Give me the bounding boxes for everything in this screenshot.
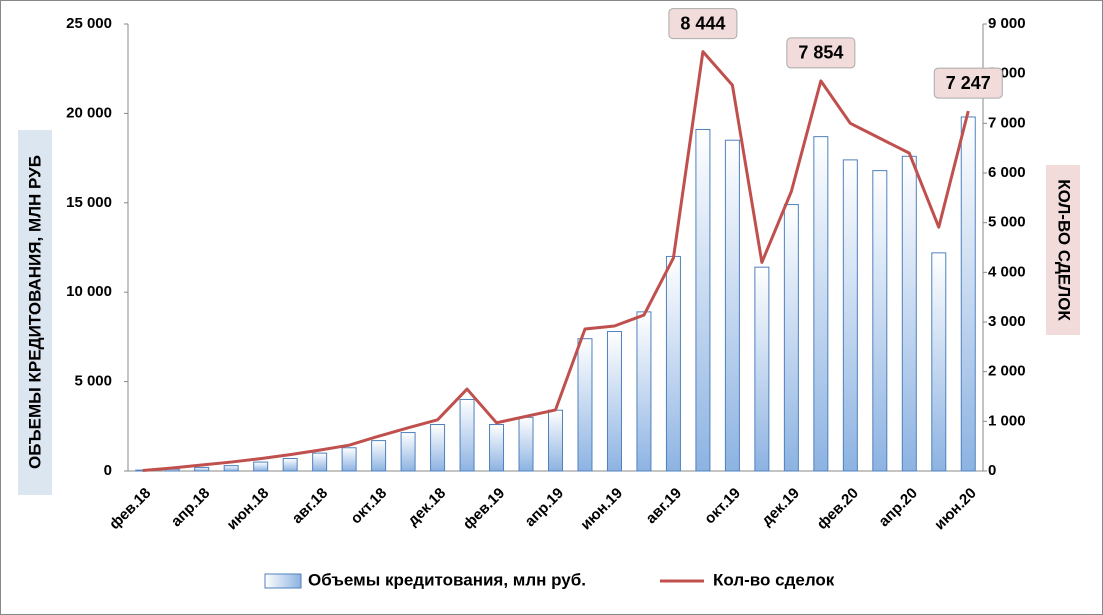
- bar: [459, 398, 475, 472]
- bar: [783, 204, 799, 472]
- bar: [665, 255, 681, 472]
- bar: [577, 338, 593, 472]
- value-label-box: [668, 8, 738, 40]
- value-label-box: [933, 67, 1003, 99]
- bar: [341, 447, 357, 472]
- y-label-bg: [18, 130, 52, 495]
- y2-tick-label: 3 000: [988, 313, 1026, 330]
- bar: [312, 452, 328, 472]
- y2-tick-label: 5 000: [988, 214, 1026, 231]
- y2-label-bg: [1046, 165, 1080, 335]
- bar: [430, 424, 446, 472]
- y-tick-label: 15 000: [66, 194, 112, 211]
- value-label: 8 444: [680, 13, 725, 33]
- bar: [606, 331, 622, 472]
- bar: [960, 116, 976, 472]
- bar: [282, 457, 298, 472]
- y-axis-label: ОБЪЕМЫ КРЕДИТОВАНИЯ, МЛН РУБ: [25, 155, 44, 469]
- y2-tick-label: 4 000: [988, 263, 1026, 280]
- bar: [400, 432, 416, 472]
- bar: [371, 440, 387, 472]
- bar: [489, 424, 505, 472]
- y-tick-label: 5 000: [74, 373, 112, 390]
- bar: [253, 461, 269, 472]
- bar: [872, 170, 888, 472]
- y-tick-label: 20 000: [66, 104, 112, 121]
- y2-tick-label: 9 000: [988, 15, 1026, 32]
- bar: [842, 159, 858, 472]
- y-tick-label: 10 000: [66, 283, 112, 300]
- value-label-box: [786, 37, 856, 69]
- y2-tick-label: 2 000: [988, 363, 1026, 380]
- bar: [813, 136, 829, 472]
- y-tick-label: 25 000: [66, 15, 112, 32]
- bar: [931, 252, 947, 472]
- legend-swatch: [264, 573, 302, 589]
- bar: [754, 266, 770, 472]
- legend-label: Объемы кредитования, млн руб.: [308, 570, 586, 589]
- y2-axis-label: КОЛ-ВО СДЕЛОК: [1055, 179, 1074, 321]
- value-label: 7 854: [798, 43, 843, 63]
- y2-tick-label: 0: [988, 462, 996, 479]
- bar: [194, 466, 210, 472]
- line: [142, 50, 970, 472]
- y2-tick-label: 1 000: [988, 412, 1026, 429]
- y2-tick-label: 6 000: [988, 164, 1026, 181]
- bar: [636, 311, 652, 472]
- bar: [518, 416, 534, 472]
- bar: [724, 139, 740, 472]
- y-tick-label: 0: [104, 462, 112, 479]
- bar: [548, 409, 563, 472]
- y2-tick-label: 7 000: [988, 114, 1026, 131]
- value-label: 7 247: [946, 73, 991, 93]
- bar: [901, 155, 917, 472]
- bar: [695, 128, 711, 472]
- legend-label: Кол-во сделок: [713, 570, 835, 589]
- bar: [223, 465, 239, 472]
